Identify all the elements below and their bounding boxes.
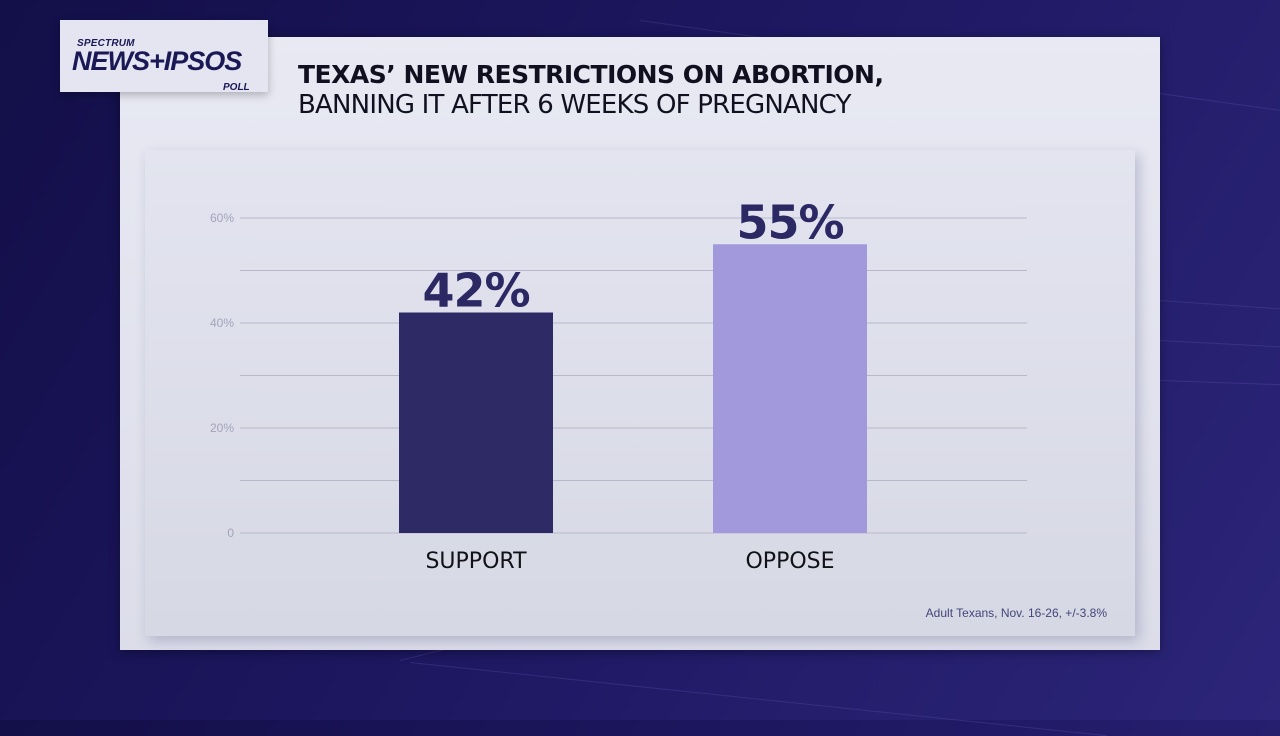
y-tick-label: 40% xyxy=(210,316,234,330)
y-tick-label: 20% xyxy=(210,421,234,435)
background-line xyxy=(1159,380,1280,388)
category-label: SUPPORT xyxy=(425,549,527,574)
background-line xyxy=(1159,340,1280,352)
logo-poll-text: POLL xyxy=(223,82,250,93)
bar-oppose xyxy=(713,244,867,533)
chart-subtitle: BANNING IT AFTER 6 WEEKS OF PREGNANCY xyxy=(298,90,851,120)
category-label: OPPOSE xyxy=(745,549,834,574)
logo-spectrum-text: SPECTRUM xyxy=(77,38,135,49)
background-line xyxy=(1159,300,1280,315)
logo-main-text: NEWS+IPSOS xyxy=(72,46,242,76)
data-label: 42% xyxy=(422,264,529,318)
footnote: Adult Texans, Nov. 16-26, +/-3.8% xyxy=(925,606,1107,620)
data-label: 55% xyxy=(736,195,843,249)
chart-panel: 0 20% 40% 60% 42% SUPPORT 55% OPPOSE Adult Texa… xyxy=(145,150,1135,636)
bar-support xyxy=(399,312,553,533)
chart-title: TEXAS’ NEW RESTRICTIONS ON ABORTION, xyxy=(298,60,884,89)
bar-chart: 0 20% 40% 60% 42% SUPPORT 55% OPPOSE xyxy=(210,195,1027,574)
logo: SPECTRUM NEWS+IPSOS POLL xyxy=(60,20,268,93)
y-tick-label: 60% xyxy=(210,211,234,225)
y-tick-label: 0 xyxy=(227,526,234,540)
background-line xyxy=(409,662,1107,736)
